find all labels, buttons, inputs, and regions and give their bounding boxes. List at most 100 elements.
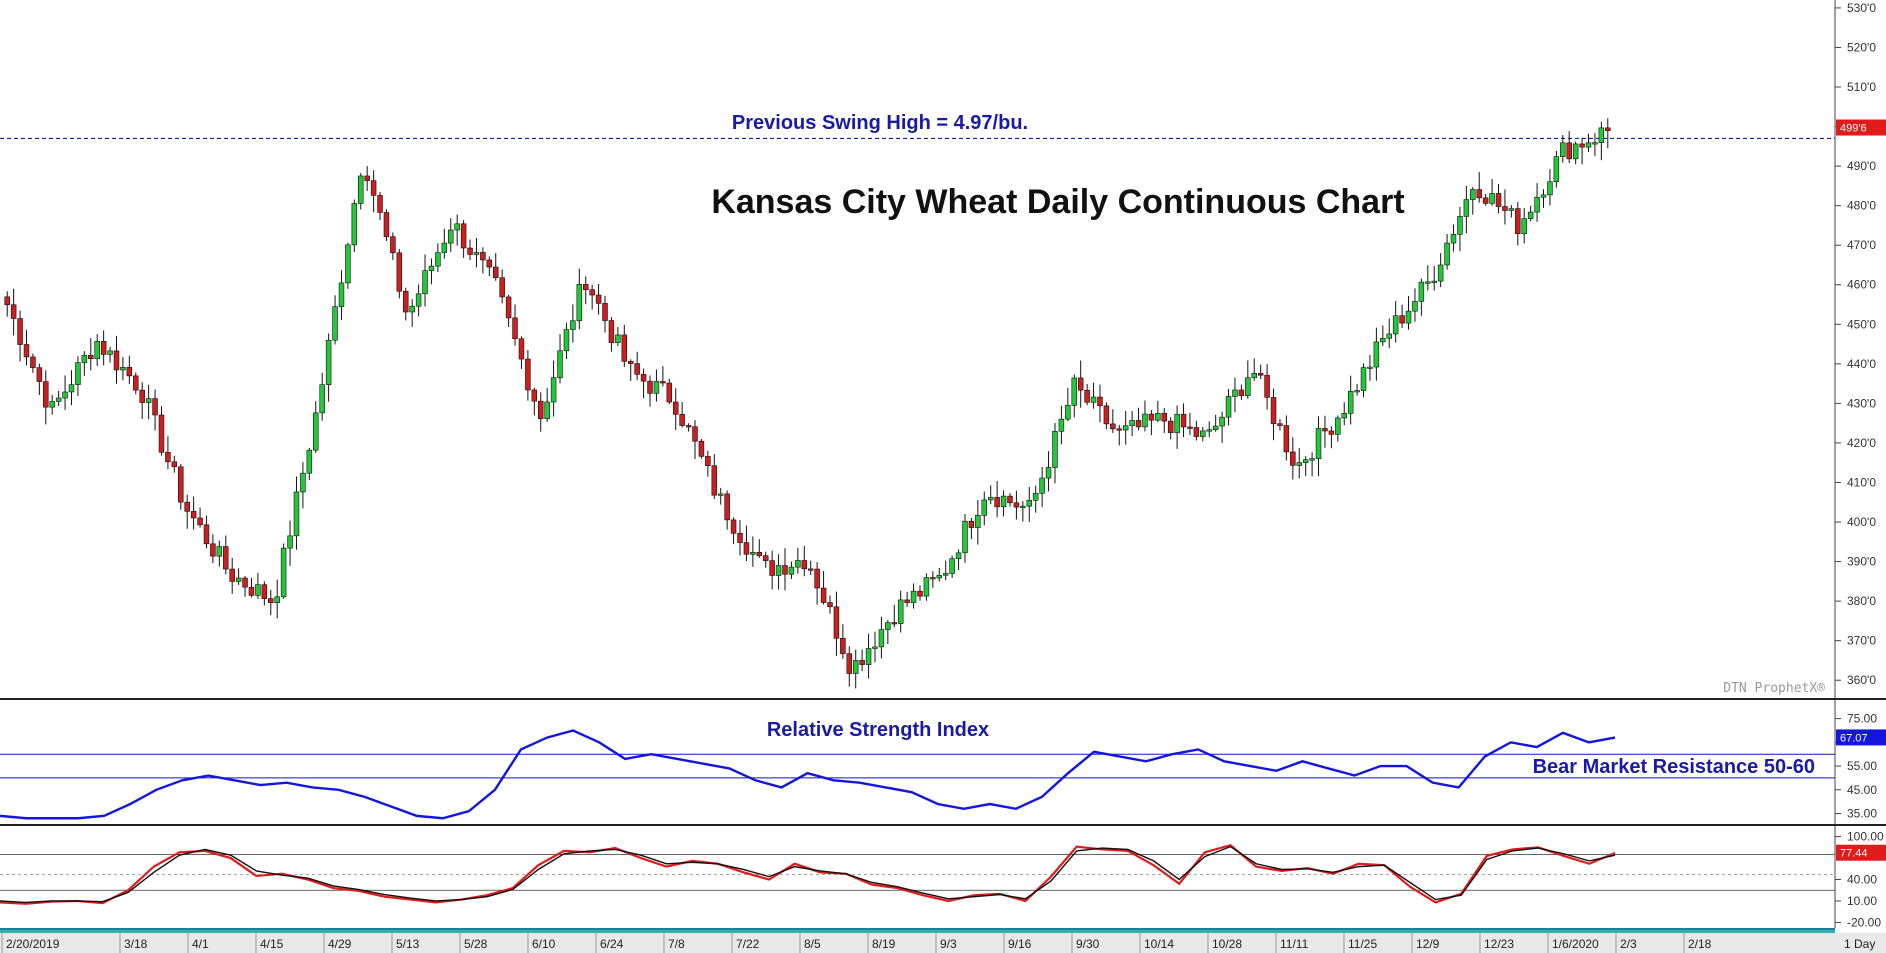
candle-up [313, 412, 319, 451]
candle-up [293, 491, 300, 537]
candle-up [319, 384, 325, 414]
candle-up [1463, 199, 1470, 217]
date-tick-label: 4/15 [260, 937, 284, 951]
candle-down [1116, 428, 1123, 431]
date-tick-label: 3/18 [124, 937, 148, 951]
date-tick-label: 7/8 [668, 937, 685, 951]
candle-down [627, 361, 634, 364]
candle-down [692, 426, 698, 442]
stochastics-reference-lines [0, 854, 1835, 891]
candle-down [679, 413, 685, 426]
candle-down [377, 195, 383, 213]
candle-up [55, 397, 62, 402]
candle-down [1264, 374, 1270, 398]
candle-up [1302, 459, 1309, 463]
candle-down [499, 277, 505, 298]
rsi-value-badge: 67.07 [1836, 729, 1886, 746]
candle-up [1052, 430, 1058, 468]
candle-up [1296, 462, 1302, 466]
rsi-y-axis: 35.00 45.00 55.00 75.00 [1835, 712, 1877, 821]
candlestick-series [4, 118, 1611, 689]
candle-down [537, 400, 544, 419]
candle-down [730, 519, 737, 534]
candle-down [608, 320, 615, 343]
candle-up [1425, 281, 1431, 284]
candle-down [1238, 389, 1245, 396]
candle-down [486, 259, 493, 268]
candle-down [43, 381, 49, 408]
candle-down [30, 356, 36, 368]
price-panel: 360'0 370'0 380'0 390'0 400'0 410'0 420'0 430'0… [0, 0, 1886, 700]
date-tick-label: 11/25 [1348, 937, 1377, 951]
date-axis: 2/20/2019 3/18 4/1 4/15 4/29 5/13 5/28 6/10 6/24… [0, 928, 1886, 953]
candle-down [505, 296, 512, 319]
candle-down [23, 344, 30, 358]
candle-down [762, 555, 769, 561]
candle-up [775, 565, 782, 576]
last-price-badge: 499'6 [1836, 119, 1886, 136]
candle-up [345, 244, 351, 284]
candle-up [1232, 389, 1238, 397]
candle-up [1174, 413, 1180, 433]
candle-up [1386, 333, 1392, 339]
price-y-tick-label: 380'0 [1847, 594, 1876, 608]
candle-down [589, 289, 595, 296]
date-tick-label: 2/20/2019 [6, 937, 60, 951]
candle-up [897, 599, 904, 624]
candle-up [949, 558, 955, 574]
candle-up [75, 362, 81, 385]
candle-up [1315, 428, 1322, 459]
price-y-tick-label: 440'0 [1847, 357, 1876, 371]
candle-down [1515, 208, 1521, 235]
date-tick-label: 10/14 [1144, 937, 1174, 951]
candle-up [852, 660, 859, 674]
candle-up [1122, 425, 1129, 431]
stochastics-y-tick-label: -20.00 [1847, 915, 1881, 929]
candle-down [1270, 397, 1277, 424]
candle-up [1585, 142, 1592, 148]
date-tick-label: 12/23 [1484, 937, 1514, 951]
candle-down [582, 284, 589, 290]
candle-up [563, 329, 570, 352]
date-tick-label: 7/22 [736, 937, 760, 951]
rsi-y-tick-label: 45.00 [1847, 783, 1877, 797]
candle-down [1322, 428, 1328, 432]
candle-up [107, 350, 113, 355]
rsi-y-tick-label: 55.00 [1847, 759, 1877, 773]
candle-down [1566, 142, 1572, 160]
candle-up [332, 306, 338, 341]
candle-up [1058, 418, 1065, 432]
date-tick-label: 5/13 [396, 937, 420, 951]
date-tick-label: 6/10 [532, 937, 556, 951]
candle-down [1187, 426, 1193, 429]
date-tick-label: 4/29 [328, 937, 352, 951]
candle-down [994, 497, 1000, 508]
candle-up [145, 398, 152, 403]
candle-up [1335, 417, 1341, 435]
candle-down [261, 584, 268, 599]
date-tick-label: 5/28 [464, 937, 488, 951]
candle-up [351, 203, 358, 246]
candle-down [1328, 430, 1335, 435]
candle-down [268, 598, 274, 603]
candle-up [717, 493, 724, 496]
candle-up [1251, 373, 1257, 379]
candle-up [1547, 181, 1553, 196]
date-tick-label: 10/28 [1212, 937, 1242, 951]
candle-up [49, 401, 55, 408]
candle-up [570, 320, 576, 330]
price-y-tick-label: 370'0 [1847, 634, 1876, 648]
candle-down [917, 590, 923, 597]
candle-up [422, 270, 428, 295]
candle-down [4, 296, 10, 306]
candle-up [936, 574, 943, 579]
candle-down [17, 318, 23, 345]
candle-up [235, 577, 242, 582]
candle-down [1290, 451, 1296, 466]
candle-down [1482, 197, 1489, 204]
price-y-tick-label: 430'0 [1847, 396, 1876, 410]
candle-down [1097, 396, 1103, 407]
candle-down [100, 340, 107, 355]
candle-up [1090, 396, 1097, 403]
